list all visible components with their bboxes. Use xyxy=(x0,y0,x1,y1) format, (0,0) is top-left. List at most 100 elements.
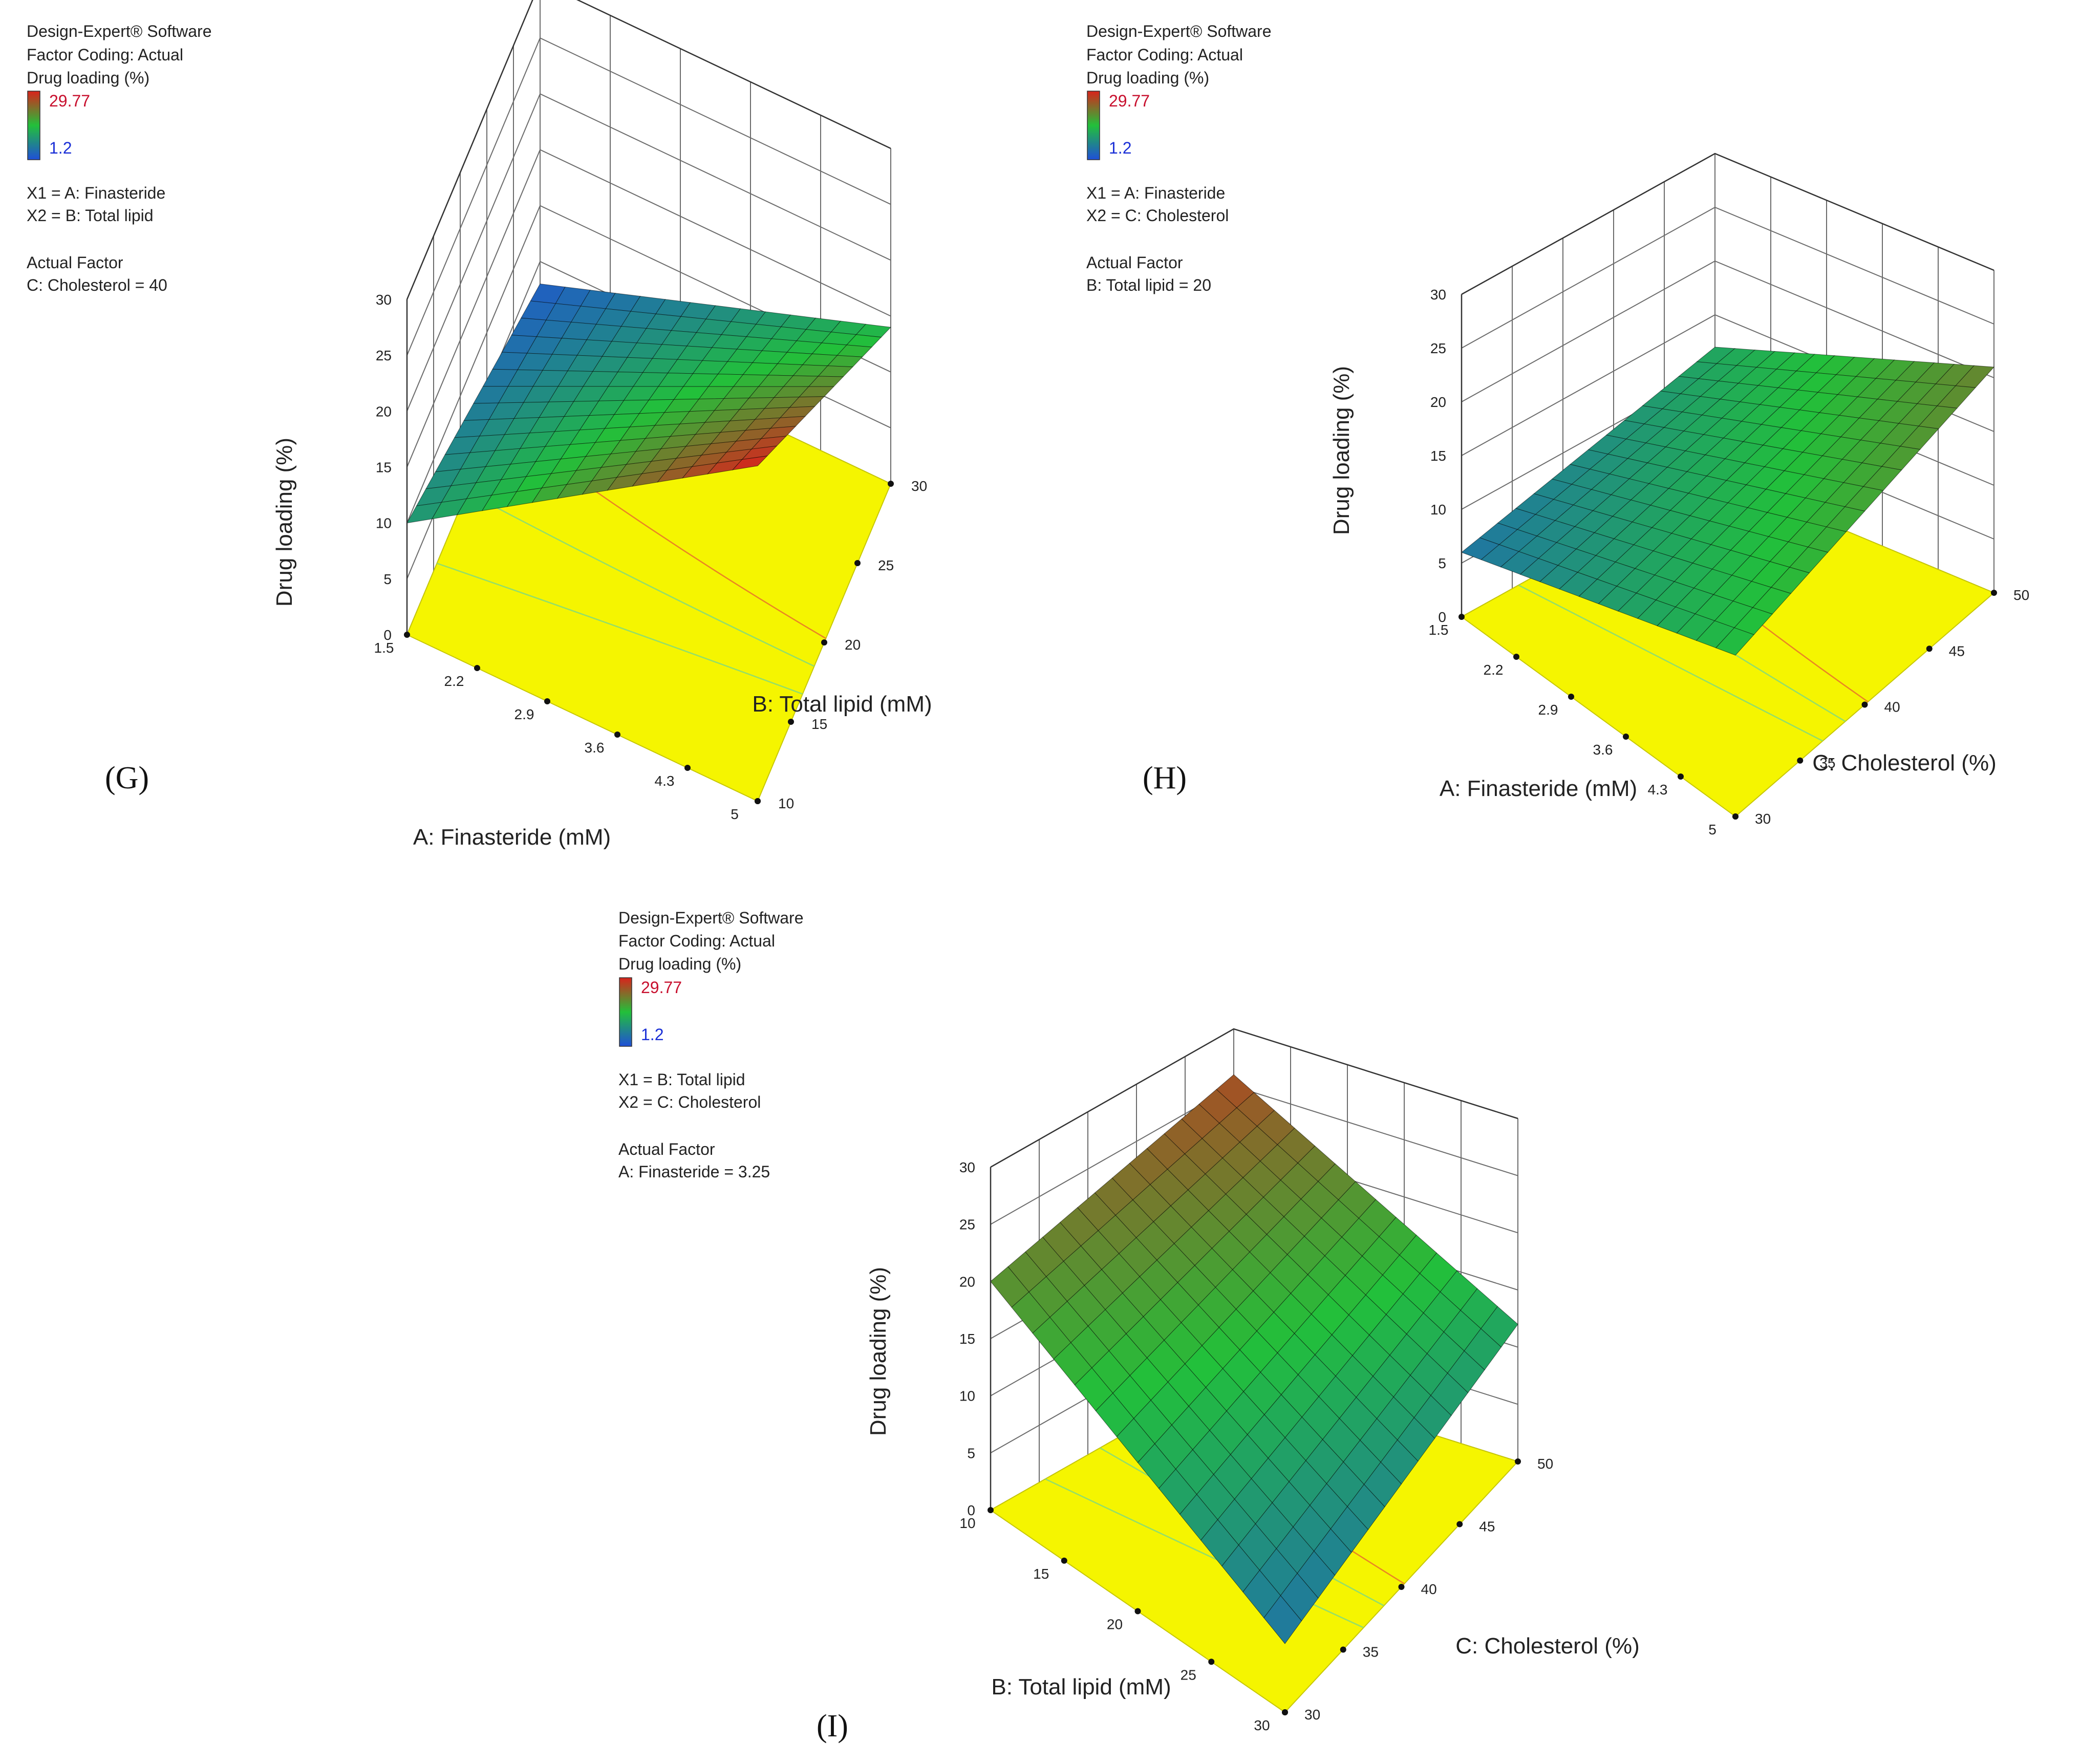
panel-label-h: (H) xyxy=(1143,761,1187,795)
legend-actual-factor-title: Actual Factor xyxy=(1086,253,1183,272)
a-axis-title: A: Finasteride (mM) xyxy=(1440,776,1637,801)
wall-z-gridline xyxy=(406,93,891,412)
a-tick-label: 10 xyxy=(959,1515,975,1531)
a-axis-tick xyxy=(988,1507,994,1513)
legend-min: 1.2 xyxy=(49,139,72,157)
panel-i: Design-Expert® Software Factor Coding: A… xyxy=(618,909,1640,1744)
a-tick-label: 3.6 xyxy=(585,740,605,756)
a-axis-tick xyxy=(404,632,410,638)
response-surface xyxy=(1461,347,1995,656)
wall-z-gridline xyxy=(1461,153,1994,295)
a-tick-label: 15 xyxy=(1033,1566,1049,1582)
a-tick-label: 5 xyxy=(731,806,739,822)
legend-actual-factor-title: Actual Factor xyxy=(618,1140,715,1158)
z-tick-label: 5 xyxy=(1438,555,1446,571)
wall-top-frame xyxy=(406,0,891,300)
color-scale-bar xyxy=(619,977,632,1047)
b-axis-title: C: Cholesterol (%) xyxy=(1455,1633,1639,1659)
a-axis-tick xyxy=(1568,694,1574,700)
floor-contour-line xyxy=(437,563,803,695)
a-tick-label: 3.6 xyxy=(1593,742,1613,758)
legend-x1: X1 = B: Total lipid xyxy=(618,1070,745,1089)
surface-cell xyxy=(732,456,768,470)
legend-x1: X1 = A: Finasteride xyxy=(27,184,165,202)
response-surface xyxy=(990,1074,1518,1644)
legend-max: 29.77 xyxy=(1109,92,1150,110)
b-tick-label: 40 xyxy=(1421,1581,1437,1597)
z-axis-title: Drug loading (%) xyxy=(272,438,297,607)
b-axis-tick xyxy=(1797,757,1804,764)
b-tick-label: 40 xyxy=(1884,699,1900,715)
z-tick-label: 30 xyxy=(376,292,392,308)
b-axis-tick xyxy=(854,560,861,566)
b-axis-tick xyxy=(1398,1584,1405,1590)
a-tick-label: 20 xyxy=(1107,1617,1123,1632)
legend-x2: X2 = C: Cholesterol xyxy=(1086,206,1229,225)
z-tick-label: 25 xyxy=(1430,340,1446,356)
color-scale-bar xyxy=(1087,91,1100,160)
b-tick-label: 10 xyxy=(778,795,794,811)
z-tick-label: 0 xyxy=(383,627,392,643)
legend-software: Design-Expert® Software xyxy=(1086,22,1272,40)
legend-coding: Factor Coding: Actual xyxy=(1086,46,1243,64)
b-tick-label: 25 xyxy=(878,557,894,573)
legend-x2: X2 = C: Cholesterol xyxy=(618,1093,761,1111)
legend-i: Design-Expert® Software Factor Coding: A… xyxy=(618,909,804,1181)
response-surface xyxy=(406,283,892,524)
a-axis-tick xyxy=(474,665,480,671)
wall-z-gridline xyxy=(406,149,891,467)
b-tick-label: 45 xyxy=(1949,643,1965,659)
surface-cell xyxy=(1715,627,1754,656)
z-tick-label: 5 xyxy=(383,571,392,587)
b-axis-tick xyxy=(1732,813,1739,820)
b-tick-label: 20 xyxy=(845,637,861,653)
z-tick-label: 30 xyxy=(959,1159,975,1175)
z-tick-label: 10 xyxy=(1430,502,1446,518)
legend-x2: X2 = B: Total lipid xyxy=(27,206,154,225)
color-scale-bar xyxy=(27,91,40,160)
a-tick-label: 30 xyxy=(1254,1717,1270,1733)
a-tick-label: 2.2 xyxy=(444,673,464,689)
b-tick-label: 35 xyxy=(1363,1644,1379,1660)
b-axis-tick xyxy=(1991,590,1997,596)
wall-z-gridline xyxy=(1461,260,1994,402)
floor-contour-line xyxy=(1045,1478,1364,1628)
z-tick-label: 20 xyxy=(1430,394,1446,410)
a-axis-tick xyxy=(544,698,550,704)
legend-max: 29.77 xyxy=(641,978,682,997)
b-axis-tick xyxy=(1515,1458,1521,1465)
z-tick-label: 10 xyxy=(959,1388,975,1404)
legend-coding: Factor Coding: Actual xyxy=(618,932,775,950)
legend-x1: X1 = A: Finasteride xyxy=(1086,184,1225,202)
legend-min: 1.2 xyxy=(641,1025,663,1044)
z-tick-label: 10 xyxy=(376,515,392,531)
legend-software: Design-Expert® Software xyxy=(618,909,804,927)
a-tick-label: 4.3 xyxy=(655,773,675,789)
wall-top-frame xyxy=(1461,153,1994,295)
legend-actual-factor: C: Cholesterol = 40 xyxy=(27,276,167,294)
z-tick-label: 5 xyxy=(967,1445,975,1461)
b-axis-tick xyxy=(788,719,794,725)
b-tick-label: 50 xyxy=(1537,1456,1553,1472)
a-tick-label: 1.5 xyxy=(374,640,394,656)
a-tick-label: 2.2 xyxy=(1484,662,1504,678)
b-axis-tick xyxy=(821,639,827,646)
a-axis-tick xyxy=(1678,773,1684,780)
panel-label-i: (I) xyxy=(817,1709,848,1744)
z-tick-label: 25 xyxy=(959,1217,975,1233)
b-axis-title: C: Cholesterol (%) xyxy=(1812,750,1996,776)
a-axis-tick xyxy=(614,732,620,738)
a-tick-label: 2.9 xyxy=(514,706,534,722)
legend-h: Design-Expert® Software Factor Coding: A… xyxy=(1086,22,1272,294)
b-tick-label: 30 xyxy=(1304,1707,1320,1723)
b-tick-label: 50 xyxy=(2013,587,2029,603)
a-axis-tick xyxy=(1134,1608,1141,1615)
z-tick-label: 0 xyxy=(967,1502,975,1518)
z-tick-label: 25 xyxy=(376,348,392,363)
b-axis-tick xyxy=(888,481,894,487)
legend-actual-factor: A: Finasteride = 3.25 xyxy=(618,1163,770,1181)
z-tick-label: 20 xyxy=(959,1274,975,1289)
a-axis-tick xyxy=(1208,1659,1215,1665)
z-tick-label: 15 xyxy=(959,1331,975,1347)
